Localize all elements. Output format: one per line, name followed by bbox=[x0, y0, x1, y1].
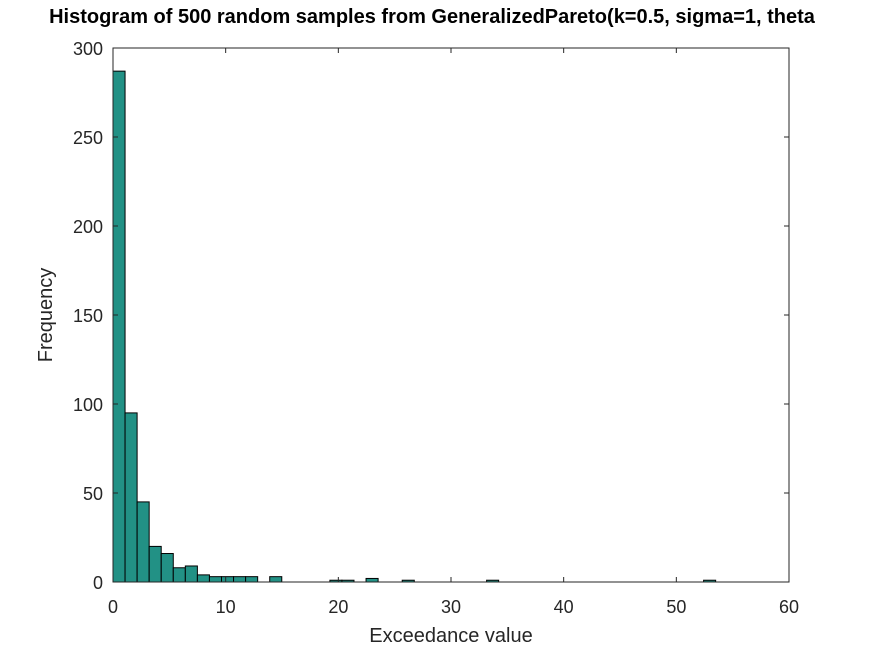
histogram-bar-17 bbox=[365, 577, 379, 583]
histogram-bars bbox=[112, 70, 717, 583]
x-tick-label-30: 30 bbox=[441, 597, 461, 617]
histogram-bar-0 bbox=[112, 70, 126, 583]
x-tick-label-20: 20 bbox=[328, 597, 348, 617]
histogram-bar-2 bbox=[136, 501, 150, 583]
y-axis-ticks: 0 50 100 150 200 250 300 bbox=[73, 39, 789, 593]
y-axis-label: Frequency bbox=[35, 268, 57, 363]
histogram-bar-8 bbox=[208, 576, 222, 583]
histogram-bar-10 bbox=[233, 576, 247, 583]
y-tick-label-0: 0 bbox=[93, 573, 103, 593]
chart-title: Histogram of 500 random samples from Gen… bbox=[49, 6, 816, 28]
histogram-bar-9 bbox=[220, 576, 235, 583]
x-tick-label-0: 0 bbox=[108, 597, 118, 617]
histogram-bar-7 bbox=[196, 574, 210, 583]
histogram-bar-3 bbox=[148, 545, 162, 583]
x-tick-label-60: 60 bbox=[779, 597, 799, 617]
y-tick-label-250: 250 bbox=[73, 128, 103, 148]
histogram-bar-4 bbox=[160, 553, 174, 583]
y-tick-label-100: 100 bbox=[73, 395, 103, 415]
y-tick-label-50: 50 bbox=[83, 484, 103, 504]
histogram-bar-13 bbox=[269, 576, 283, 583]
x-axis-ticks: 0 10 20 30 40 50 60 bbox=[108, 48, 799, 617]
histogram-bar-1 bbox=[124, 412, 138, 583]
plot-frame bbox=[112, 47, 790, 583]
y-tick-label-200: 200 bbox=[73, 217, 103, 237]
x-tick-label-10: 10 bbox=[216, 597, 236, 617]
histogram-bar-11 bbox=[245, 576, 259, 583]
x-tick-label-50: 50 bbox=[666, 597, 686, 617]
y-tick-label-150: 150 bbox=[73, 306, 103, 326]
y-tick-label-300: 300 bbox=[73, 39, 103, 59]
x-tick-label-40: 40 bbox=[554, 597, 574, 617]
histogram-bar-5 bbox=[172, 567, 186, 583]
x-axis-label: Exceedance value bbox=[369, 625, 532, 647]
histogram-bar-6 bbox=[184, 565, 198, 583]
